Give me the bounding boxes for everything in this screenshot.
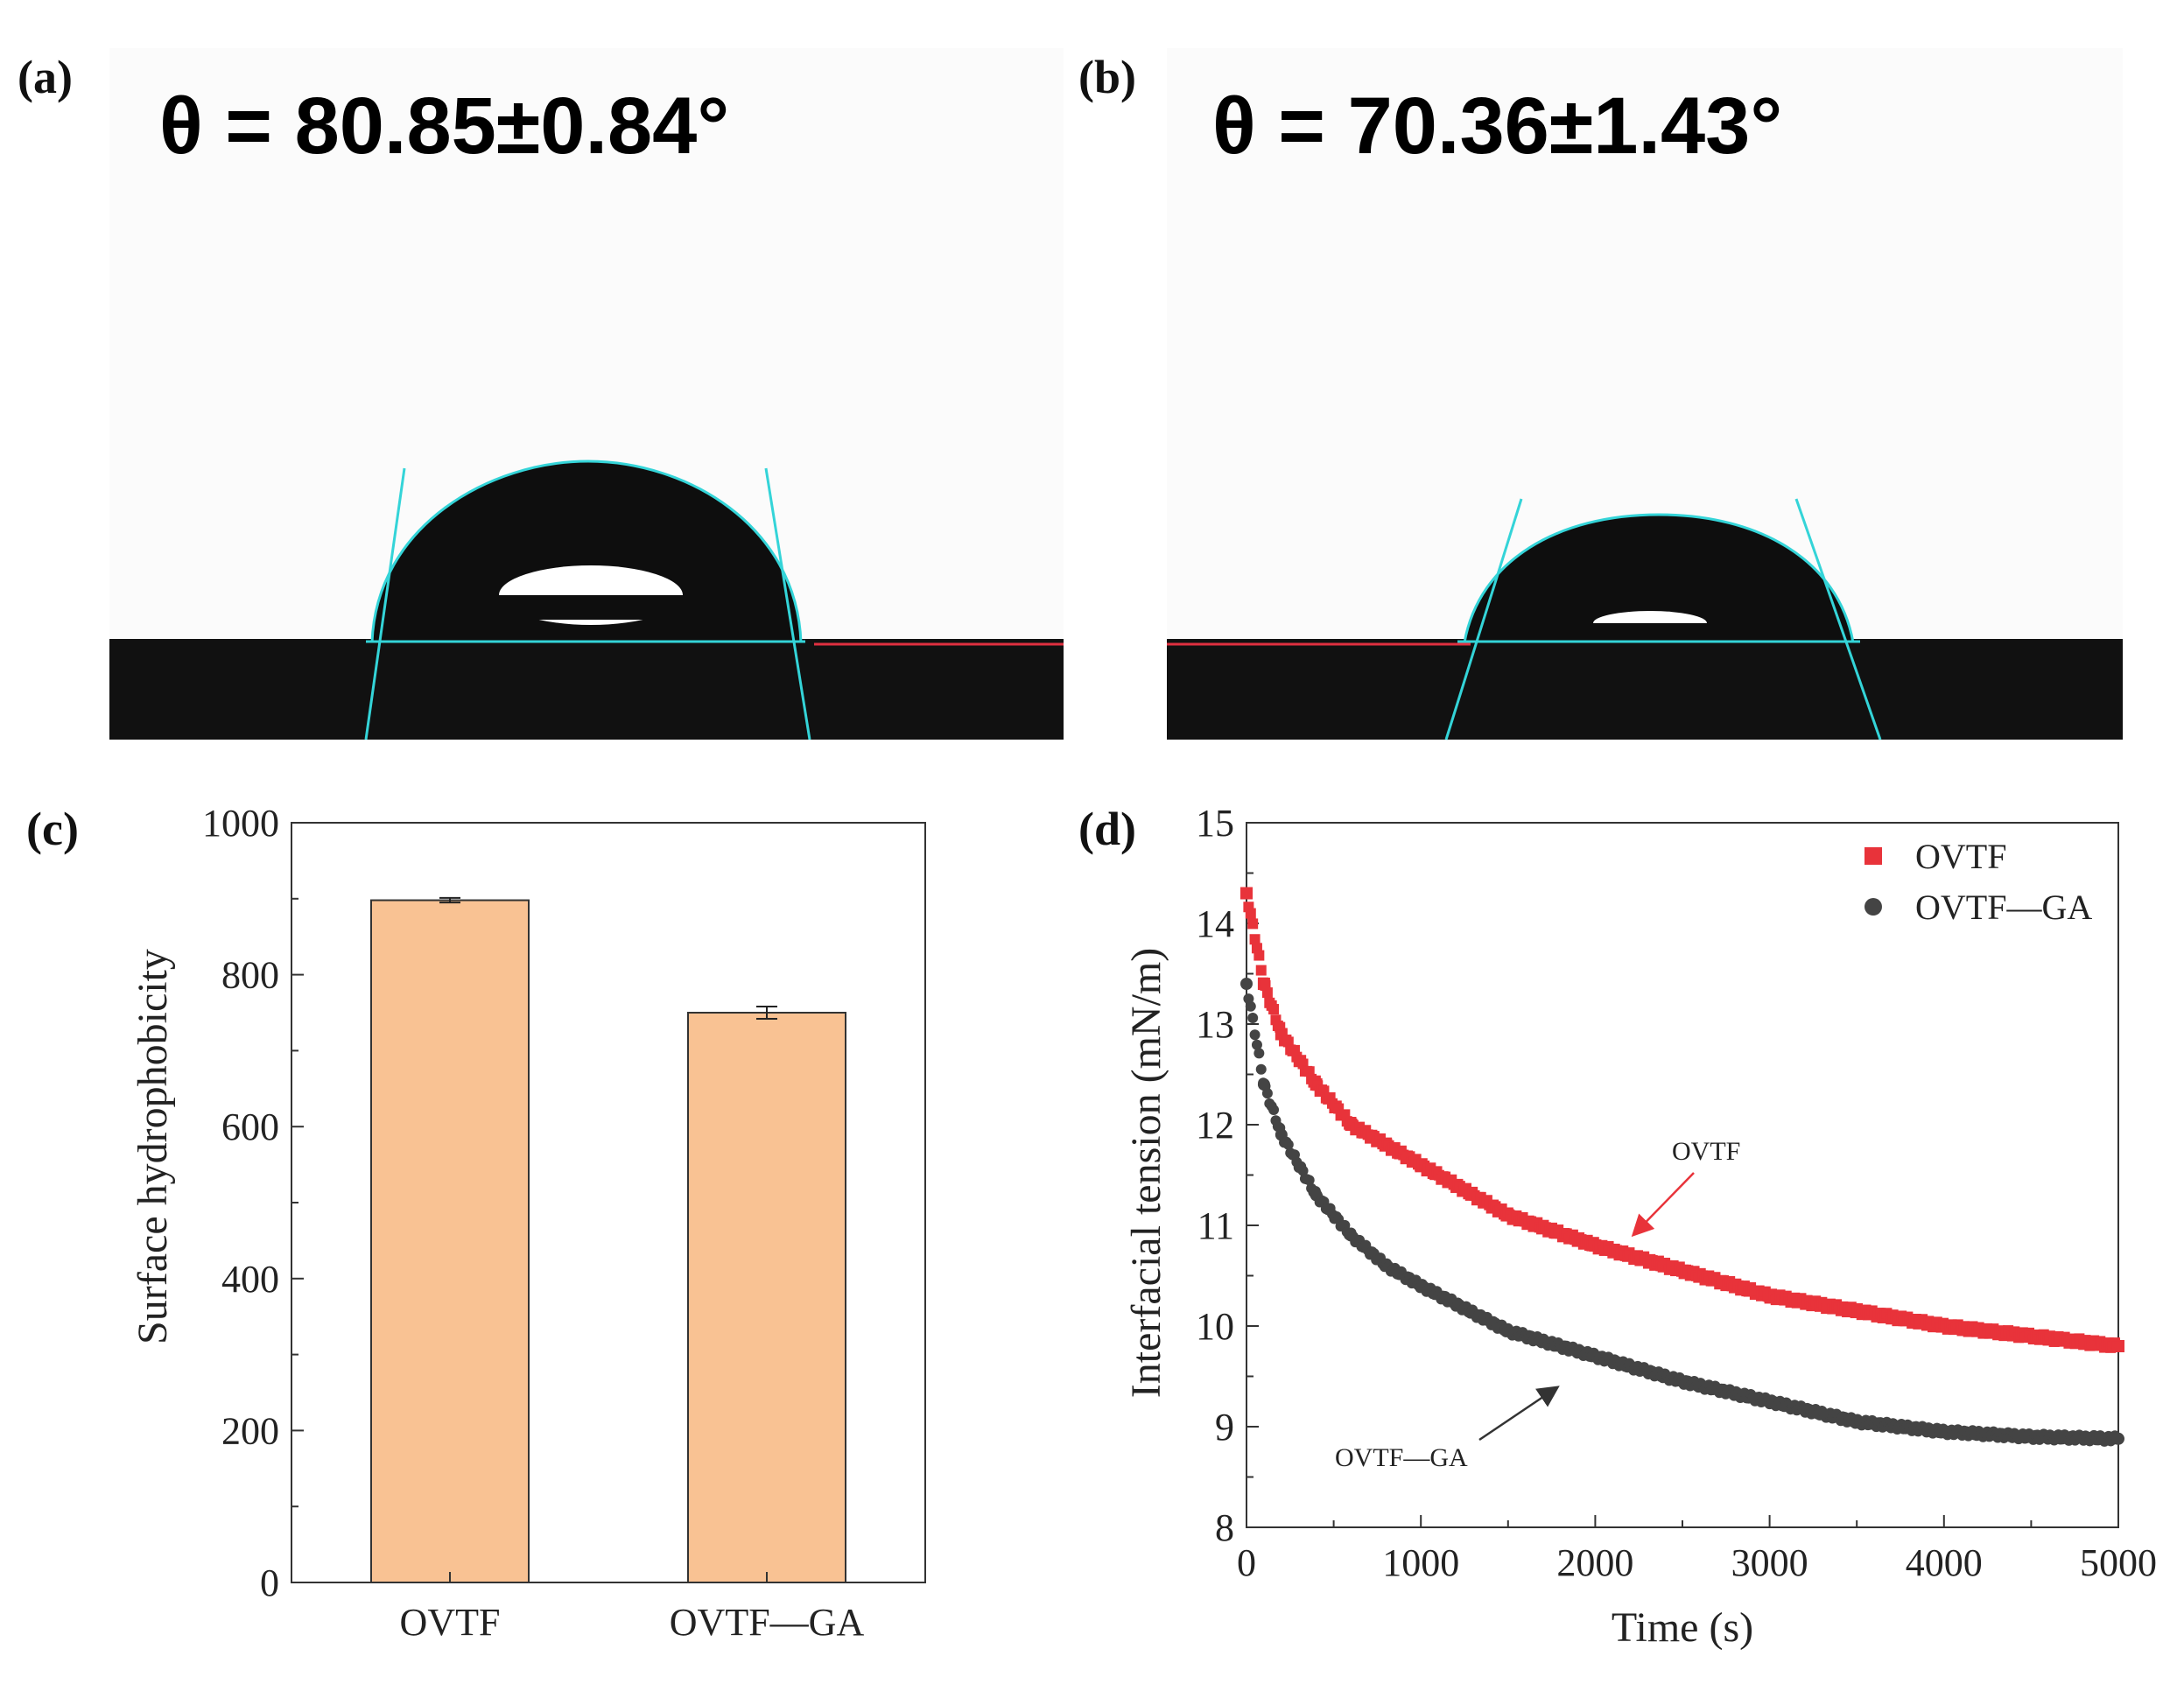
panel-d-annotation-arrow-ovtf-ga [1478, 1386, 1560, 1442]
panel-d-label: (d) [1078, 803, 1136, 855]
panel-d-scatter-chart: (d) 8 9 10 11 12 13 14 15 0 1000 2000 3000 4000 5000 O… [1078, 802, 2157, 1651]
panel-d-trace-marker [1249, 1029, 1261, 1041]
panel-b-droplet [1464, 515, 1853, 642]
panel-d-trace-marker [1247, 918, 1259, 930]
panel-b-tangent-right [1794, 498, 1882, 740]
panel-c-y-tick-label: 600 [221, 1105, 279, 1148]
panel-b: (b) θ = 70.36±1.43° [1078, 48, 2123, 740]
panel-d-annotation-arrow-ovtf [1631, 1172, 1695, 1238]
panel-c-label: (c) [26, 803, 79, 855]
panel-b-label: (b) [1078, 51, 1136, 103]
panel-d-series-ovtf [1240, 887, 2124, 1353]
panel-d-trace-marker [1245, 908, 1256, 919]
panel-d-trace-marker [1268, 1105, 1280, 1116]
panel-c-bar-chart: (c) 0 200 400 600 800 1000 OVTF OVTF—GA Surface… [26, 802, 926, 1644]
panel-d-trace-marker [1255, 965, 1267, 976]
panel-d-trace-marker [2111, 1434, 2123, 1445]
panel-d-legend-marker-ovtf [1864, 847, 1882, 865]
panel-c-y-tick-label: 1000 [202, 802, 279, 845]
panel-a-contact-angle: θ = 80.85±0.84° [159, 81, 729, 171]
panel-d-plot-frame [1246, 822, 2119, 1528]
panel-d-x-tick-label: 5000 [2080, 1541, 2157, 1584]
panel-d-trace-marker [1241, 979, 1252, 989]
panel-d-legend-label-ovtf-ga: OVTF—GA [1915, 888, 2092, 927]
panel-d-y-tick-label: 9 [1215, 1406, 1234, 1449]
panel-d-annotation-ovtf-ga: OVTF—GA [1335, 1443, 1468, 1472]
panel-d-trace-marker [1268, 1004, 1280, 1015]
panel-c-y-tick-label: 0 [260, 1561, 279, 1604]
panel-c-bar [370, 899, 530, 1583]
panel-d-trace-marker [1254, 1048, 1265, 1059]
panel-d-trace-marker [1251, 1039, 1262, 1050]
panel-d-trace-marker [1247, 1013, 1259, 1024]
panel-d-trace-marker [1245, 1000, 1256, 1012]
panel-a-label: (a) [18, 51, 73, 103]
panel-b-tangent-left [1444, 498, 1523, 740]
panel-d-trace-marker [1254, 950, 1265, 961]
panel-a-droplet-contour [370, 460, 803, 643]
panel-c-marks: 0 200 400 600 800 1000 OVTF OVTF—GA [202, 802, 926, 1644]
panel-c-x-tick-label: OVTF—GA [670, 1601, 865, 1644]
panel-c-bar [687, 1012, 846, 1583]
panel-d-x-tick-label: 0 [1237, 1541, 1256, 1584]
panel-d-y-tick-label: 14 [1196, 902, 1234, 945]
panel-d-x-tick-label: 4000 [1906, 1541, 1983, 1584]
panel-d-y-tick-label: 8 [1215, 1506, 1234, 1549]
panel-d-y-tick-label: 15 [1196, 802, 1234, 845]
panel-d-y-tick-label: 10 [1196, 1305, 1234, 1348]
panel-d-trace-marker [1249, 934, 1261, 945]
panel-d-x-tick-label: 1000 [1382, 1541, 1459, 1584]
panel-d-y-tick-label: 12 [1196, 1104, 1234, 1147]
panel-a: (a) θ = 80.85±0.84° [18, 48, 1064, 740]
panel-d-legend: OVTF OVTF—GA [1864, 837, 2092, 927]
panel-d-legend-label-ovtf: OVTF [1915, 837, 2006, 876]
panel-d-trace-marker [1297, 1165, 1309, 1176]
panel-a-droplet [372, 461, 801, 642]
panel-b-highlight-cut [1584, 623, 1716, 639]
panel-a-tangent-left [364, 467, 406, 740]
panel-d-y-axis-title: Interfacial tension (mN/m) [1123, 948, 1169, 1398]
panel-d-x-tick-label: 3000 [1731, 1541, 1808, 1584]
panel-b-substrate [1167, 639, 2123, 740]
panel-a-highlight-cut [490, 595, 692, 620]
panel-d-trace-marker [1255, 1063, 1267, 1075]
panel-a-tangent-right [764, 467, 811, 740]
panel-d-trace-marker [1261, 987, 1273, 999]
panel-d-series-ovtf-ga [1240, 978, 2124, 1447]
panel-b-contact-angle: θ = 70.36±1.43° [1212, 81, 1782, 171]
panel-d-trace-marker [1303, 1175, 1315, 1186]
panel-d-y-tick-label: 13 [1196, 1003, 1234, 1046]
panel-d-trace-marker [2111, 1341, 2123, 1352]
panel-d-trace-marker [1261, 1088, 1273, 1099]
panel-d-y-tick-label: 11 [1197, 1204, 1234, 1247]
panel-d-trace-marker [1282, 1139, 1294, 1150]
panel-d-x-axis-title: Time (s) [1612, 1604, 1753, 1651]
panel-d-x-tick-label: 2000 [1556, 1541, 1633, 1584]
panel-c-y-axis-title: Surface hydrophobicity [130, 949, 176, 1344]
panel-d-legend-marker-ovtf-ga [1864, 898, 1882, 916]
panel-a-substrate [109, 639, 1064, 740]
panel-d-annotation-ovtf: OVTF [1672, 1137, 1740, 1166]
panel-d-trace-marker [1241, 888, 1252, 899]
panel-c-y-tick-label: 200 [221, 1409, 279, 1452]
panel-c-y-tick-label: 800 [221, 954, 279, 997]
panel-c-x-tick-label: OVTF [400, 1601, 501, 1644]
panel-c-y-tick-label: 400 [221, 1258, 279, 1301]
